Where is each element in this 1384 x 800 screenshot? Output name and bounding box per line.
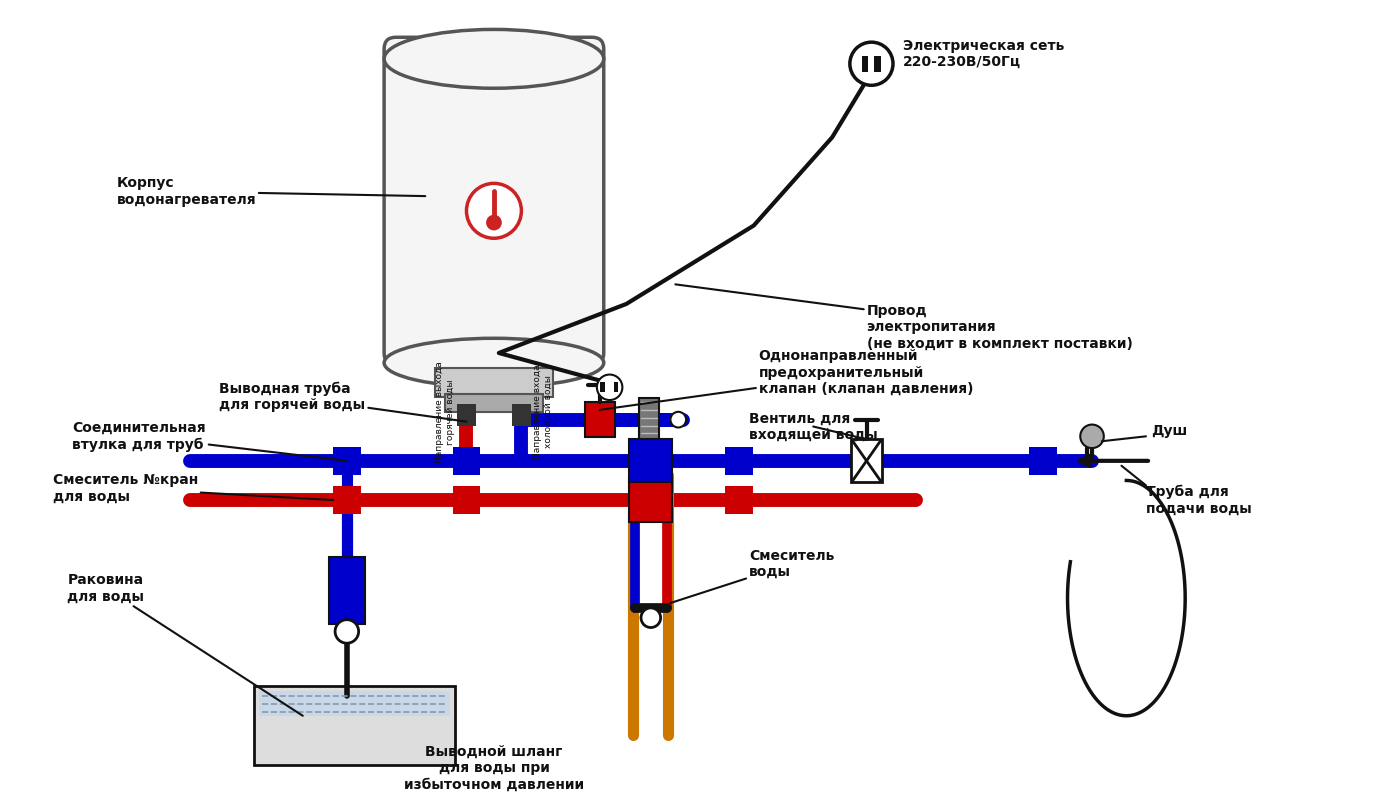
- Circle shape: [597, 374, 623, 400]
- Bar: [259, 691, 450, 716]
- Text: Смеситель №кран
для воды: Смеситель №кран для воды: [53, 473, 334, 503]
- Bar: [435, 368, 552, 397]
- Bar: [862, 56, 869, 71]
- Bar: [613, 382, 619, 392]
- Bar: [453, 447, 480, 474]
- Bar: [453, 486, 480, 514]
- Bar: [851, 439, 882, 482]
- Text: Направление входа
холодной воды: Направление входа холодной воды: [533, 365, 552, 459]
- Bar: [725, 486, 753, 514]
- Bar: [457, 404, 476, 426]
- Bar: [875, 56, 882, 71]
- Text: Корпус
водонагревателя: Корпус водонагревателя: [116, 177, 425, 206]
- Text: Однонаправленный
предохранительный
клапан (клапан давления): Однонаправленный предохранительный клапа…: [599, 350, 973, 410]
- Text: Душ: Душ: [1151, 425, 1187, 438]
- Text: Смеситель
воды: Смеситель воды: [670, 549, 835, 603]
- Bar: [253, 686, 455, 765]
- Text: Соединительная
втулка для труб: Соединительная втулка для труб: [72, 421, 347, 461]
- Circle shape: [670, 412, 686, 427]
- Bar: [630, 439, 673, 482]
- Bar: [334, 486, 361, 514]
- Text: Выводной шланг
для воды при
избыточном давлении: Выводной шланг для воды при избыточном д…: [404, 745, 584, 791]
- Circle shape: [486, 214, 502, 230]
- Text: Вентиль для
входящей воды: Вентиль для входящей воды: [749, 411, 877, 442]
- Ellipse shape: [385, 30, 603, 88]
- Text: Направление выхода
горячей воды: Направление выхода горячей воды: [435, 361, 454, 462]
- Bar: [334, 447, 361, 474]
- Circle shape: [1081, 425, 1104, 448]
- Bar: [639, 398, 659, 442]
- Bar: [444, 394, 543, 412]
- Circle shape: [850, 42, 893, 86]
- Circle shape: [335, 620, 358, 643]
- Bar: [725, 447, 753, 474]
- Text: Выводная труба
для горячей воды: Выводная труба для горячей воды: [220, 382, 466, 422]
- Bar: [512, 404, 531, 426]
- Ellipse shape: [385, 338, 603, 387]
- Bar: [329, 557, 364, 623]
- Text: Электрическая сеть
220-230В/50Гц: Электрическая сеть 220-230В/50Гц: [902, 39, 1064, 69]
- Bar: [1030, 447, 1057, 474]
- Circle shape: [641, 608, 660, 627]
- FancyBboxPatch shape: [385, 38, 603, 365]
- Circle shape: [466, 183, 522, 238]
- Text: Труба для
подачи воды: Труба для подачи воды: [1146, 485, 1251, 515]
- Text: Провод
электропитания
(не входит в комплект поставки): Провод электропитания (не входит в компл…: [675, 284, 1132, 350]
- Bar: [585, 402, 614, 438]
- Text: Раковина
для воды: Раковина для воды: [68, 574, 303, 716]
- Bar: [630, 478, 673, 522]
- Bar: [599, 382, 605, 392]
